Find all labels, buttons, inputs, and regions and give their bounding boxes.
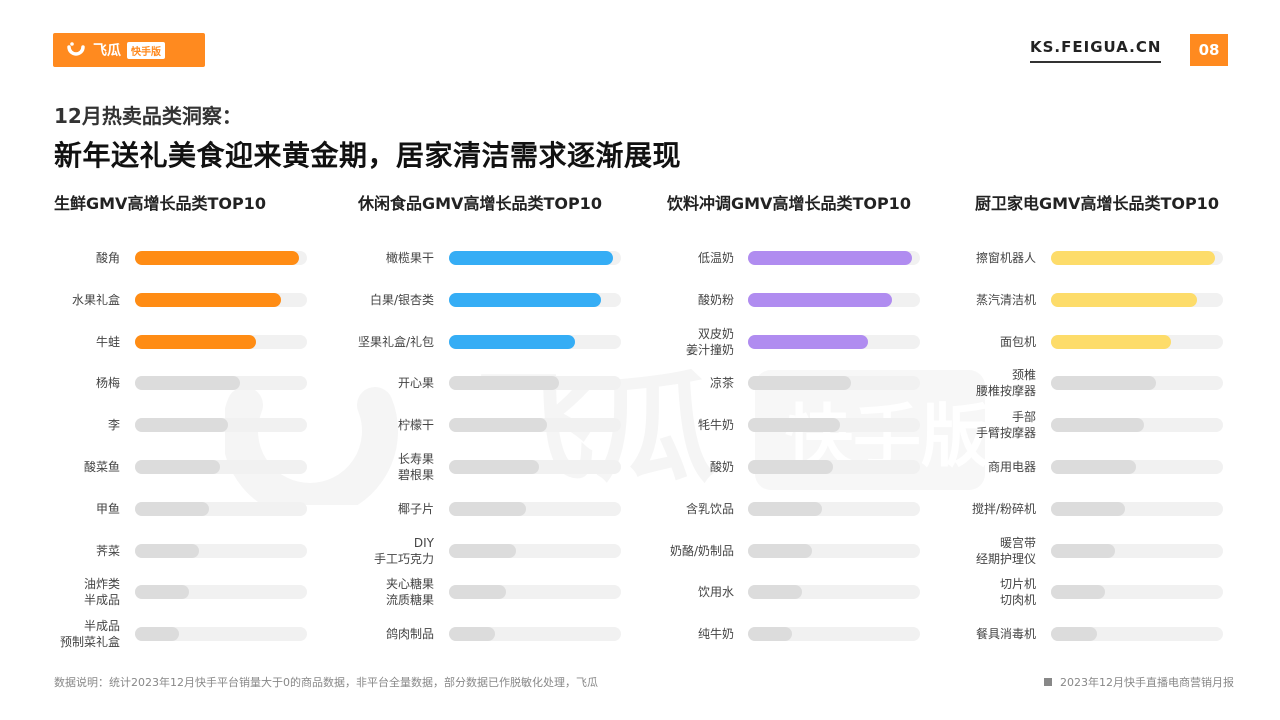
- bar: [748, 627, 792, 642]
- category-label: 白果/银杏类: [369, 292, 434, 307]
- bar: [1051, 627, 1097, 642]
- bar: [1051, 460, 1136, 474]
- chart-title-3: 饮料冲调GMV高增长品类TOP10: [667, 194, 911, 213]
- category-label: 切片机 切肉机: [999, 577, 1036, 608]
- category-label: 鸽肉制品: [385, 627, 434, 642]
- category-label: DIY 手工巧克力: [373, 535, 434, 566]
- category-label: 水果礼盒: [71, 292, 120, 307]
- chart-title-2: 休闲食品GMV高增长品类TOP10: [358, 194, 602, 213]
- category-label: 酸菜鱼: [83, 460, 120, 474]
- bar: [449, 292, 601, 307]
- bar: [748, 418, 840, 433]
- category-label: 坚果礼盒/礼包: [357, 334, 434, 349]
- report-text: 2023年12月快手直播电商营销月报: [1060, 676, 1234, 689]
- page-number: 08: [1190, 34, 1228, 66]
- category-label: 酸奶粉: [697, 292, 734, 307]
- bar: [748, 585, 802, 600]
- category-label: 夹心糖果 流质糖果: [385, 577, 434, 608]
- chart-title-4: 厨卫家电GMV高增长品类TOP10: [975, 194, 1219, 213]
- category-label: 双皮奶 姜汁撞奶: [685, 326, 734, 357]
- bar: [135, 376, 240, 391]
- data-footnote: 数据说明：统计2023年12月快手平台销量大于0的商品数据，非平台全量数据，部分…: [54, 676, 598, 689]
- bar: [135, 585, 189, 600]
- chart-title-1: 生鲜GMV高增长品类TOP10: [54, 194, 266, 213]
- bar: [748, 501, 822, 516]
- bar: [135, 501, 209, 516]
- feigua-logo: 飞瓜 快手版: [53, 33, 205, 67]
- bar: [1051, 334, 1171, 349]
- bar: [748, 543, 812, 558]
- logo-text: 飞瓜: [93, 43, 121, 59]
- bar: [449, 418, 547, 433]
- logo-badge: 快手版: [127, 41, 165, 59]
- bar: [1051, 376, 1156, 391]
- bar: [449, 460, 539, 474]
- bar: [135, 460, 220, 474]
- category-label: 纯牛奶: [697, 627, 734, 642]
- category-label: 酸角: [95, 251, 120, 265]
- report-square-icon: [1044, 678, 1052, 686]
- bar: [449, 334, 575, 349]
- category-label: 荠菜: [95, 543, 120, 558]
- category-label: 低温奶: [697, 251, 734, 265]
- category-label: 凉茶: [709, 376, 734, 391]
- category-label: 蒸汽清洁机: [975, 292, 1036, 307]
- bar: [1051, 251, 1215, 265]
- category-label: 商用电器: [987, 460, 1036, 474]
- bar: [449, 543, 516, 558]
- category-label: 手部 手臂按摩器: [975, 410, 1036, 441]
- category-label: 颈椎 腰椎按摩器: [975, 368, 1036, 399]
- category-label: 饮用水: [697, 585, 734, 600]
- bar: [135, 292, 281, 307]
- bar: [135, 418, 228, 433]
- bar: [449, 627, 495, 642]
- bar: [449, 585, 506, 600]
- bar: [748, 292, 892, 307]
- bar: [135, 334, 256, 349]
- report-title: 2023年12月快手直播电商营销月报: [1044, 674, 1234, 690]
- bar: [1051, 585, 1105, 600]
- site-url[interactable]: KS.FEIGUA.CN: [1030, 38, 1162, 63]
- category-label: 半成品 预制菜礼盒: [59, 619, 120, 650]
- category-label: 柠檬干: [397, 418, 434, 433]
- bar: [748, 460, 833, 474]
- bar: [135, 543, 199, 558]
- category-label: 开心果: [397, 376, 434, 391]
- category-label: 长寿果 碧根果: [397, 452, 434, 482]
- category-label: 暖宫带 经期护理仪: [975, 535, 1036, 566]
- category-label: 奶酪/奶制品: [669, 543, 734, 558]
- bar: [135, 251, 299, 265]
- category-label: 酸奶: [709, 460, 734, 474]
- bar: [1051, 418, 1144, 433]
- category-label: 牦牛奶: [697, 418, 734, 433]
- category-label: 搅拌/粉碎机: [971, 501, 1036, 516]
- page-subtitle: 12月热卖品类洞察：: [54, 104, 242, 128]
- category-label: 油炸类 半成品: [83, 577, 120, 608]
- bar: [748, 376, 851, 391]
- category-label: 李: [107, 418, 120, 433]
- category-label: 椰子片: [397, 501, 434, 516]
- bar: [135, 627, 179, 642]
- bar: [449, 501, 526, 516]
- category-label: 甲鱼: [95, 501, 120, 516]
- category-label: 面包机: [999, 334, 1036, 349]
- category-label: 含乳饮品: [685, 501, 734, 516]
- category-label: 橄榄果干: [385, 251, 434, 265]
- page-title: 新年送礼美食迎来黄金期，居家清洁需求逐渐展现: [54, 139, 682, 172]
- category-label: 杨梅: [95, 376, 120, 391]
- feigua-logo-icon: [67, 42, 85, 56]
- bar: [748, 334, 868, 349]
- bar: [449, 251, 613, 265]
- bar: [1051, 543, 1115, 558]
- category-label: 牛蛙: [95, 334, 120, 349]
- bar: [1051, 292, 1197, 307]
- bar: [449, 376, 559, 391]
- bar: [1051, 501, 1125, 516]
- category-label: 擦窗机器人: [975, 251, 1036, 265]
- category-label: 餐具消毒机: [975, 627, 1036, 642]
- bar: [748, 251, 912, 265]
